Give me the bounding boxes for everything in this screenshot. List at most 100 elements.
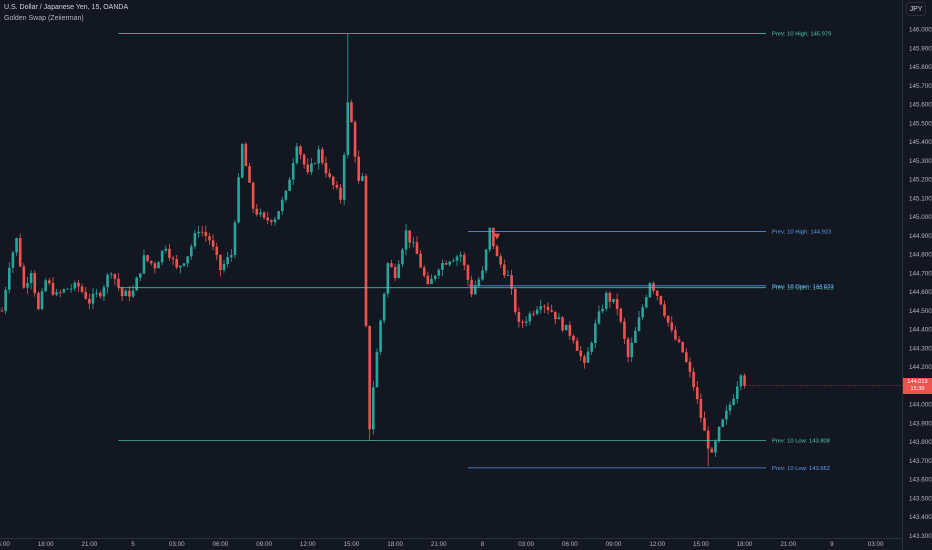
candle-body (215, 246, 219, 255)
candle-body (422, 267, 426, 276)
candle-body (637, 317, 641, 331)
candle-body (331, 176, 335, 185)
candle-body (630, 342, 634, 358)
candle-body (644, 297, 648, 308)
candle-body (29, 273, 33, 284)
candle-body (513, 288, 517, 313)
currency-badge[interactable]: JPY (906, 2, 926, 16)
candle-body (466, 265, 470, 280)
candle-body (371, 387, 375, 430)
candle-body (26, 283, 29, 288)
candle-body (612, 299, 615, 302)
candle-body (677, 339, 681, 342)
candle-body (608, 292, 612, 302)
candle-body (168, 248, 171, 258)
candle-body (590, 342, 593, 352)
candle-body (735, 386, 739, 399)
price-tick-label: 145.100 (909, 195, 932, 202)
candle-body (48, 280, 51, 284)
candle-body (240, 144, 244, 178)
candle-body (674, 330, 677, 340)
candle-body (364, 176, 368, 326)
candle-body (149, 260, 153, 264)
candle-body (659, 296, 663, 305)
candle-body (532, 313, 535, 315)
time-tick-label: 12:00 (300, 541, 316, 548)
candle-body (157, 262, 160, 269)
candle-body (404, 230, 408, 250)
candle-body (73, 282, 77, 289)
price-tick-label: 143.400 (909, 514, 932, 521)
price-tick-label: 144.900 (909, 233, 932, 240)
candle-body (11, 252, 15, 268)
candle-body (586, 351, 590, 363)
candle-body (495, 246, 499, 257)
candle-body (346, 102, 350, 155)
candles-group (0, 33, 746, 467)
candle-body (135, 277, 138, 291)
time-tick-label: 21:00 (431, 541, 447, 548)
price-tick-label: 144.500 (909, 308, 932, 315)
candle-body (66, 288, 69, 290)
candle-body (375, 351, 379, 388)
candle-body (419, 253, 422, 268)
candle-body (568, 324, 572, 336)
candle-body (488, 227, 492, 250)
price-tick-label: 145.900 (909, 45, 932, 52)
candle-body (623, 321, 626, 339)
candle-body (543, 306, 546, 307)
candle-body (40, 291, 44, 310)
candle-body (728, 404, 732, 411)
candle-body (186, 256, 189, 264)
candle-body (408, 230, 411, 243)
candle-body (655, 290, 659, 297)
indicator-label[interactable]: Golden Swap (Zeiierman) (4, 15, 84, 22)
candle-body (164, 248, 168, 251)
candle-body (259, 212, 262, 215)
level-label: Prev: 10 Low: 143.808 (772, 439, 830, 445)
candle-body (324, 162, 328, 174)
candle-body (524, 321, 528, 323)
candle-body (69, 288, 73, 290)
candle-body (743, 375, 746, 386)
candle-body (22, 266, 26, 288)
symbol-title[interactable]: U.S. Dollar / Japanese Yen, 15, OANDA (4, 4, 129, 11)
time-tick-label: 18:00 (387, 541, 403, 548)
price-tick-label: 145.800 (909, 64, 932, 71)
time-tick-label: 18:00 (737, 541, 753, 548)
candle-body (182, 263, 186, 266)
time-tick-label: 5 (131, 541, 135, 548)
candle-body (175, 259, 179, 268)
bar-countdown: 15:30 (910, 385, 925, 392)
candle-body (433, 275, 437, 280)
candle-body (200, 231, 204, 233)
candle-body (230, 255, 233, 258)
candle-body (477, 279, 481, 287)
candle-body (313, 163, 317, 165)
candle-body (695, 387, 699, 400)
candle-body (721, 419, 725, 427)
candle-body (197, 231, 200, 234)
candle-body (58, 292, 62, 293)
candle-body (710, 448, 714, 453)
candle-body (572, 335, 575, 341)
candle-body (517, 312, 521, 322)
candle-body (601, 308, 604, 312)
price-tick-label: 145.500 (909, 120, 932, 127)
candle-body (437, 269, 441, 276)
signal-marker-icon (494, 233, 501, 240)
candle-body (379, 320, 382, 352)
candle-body (510, 275, 513, 289)
candle-body (448, 261, 452, 265)
candle-body (579, 350, 583, 357)
candle-body (55, 292, 58, 295)
candle-body (306, 164, 310, 173)
candle-body (270, 220, 273, 223)
time-tick-label: 15:00 (693, 541, 709, 548)
candle-body (688, 361, 692, 372)
time-tick-label: 9 (830, 541, 834, 548)
candle-body (412, 242, 415, 244)
candle-body (295, 146, 299, 163)
candle-body (397, 264, 401, 278)
